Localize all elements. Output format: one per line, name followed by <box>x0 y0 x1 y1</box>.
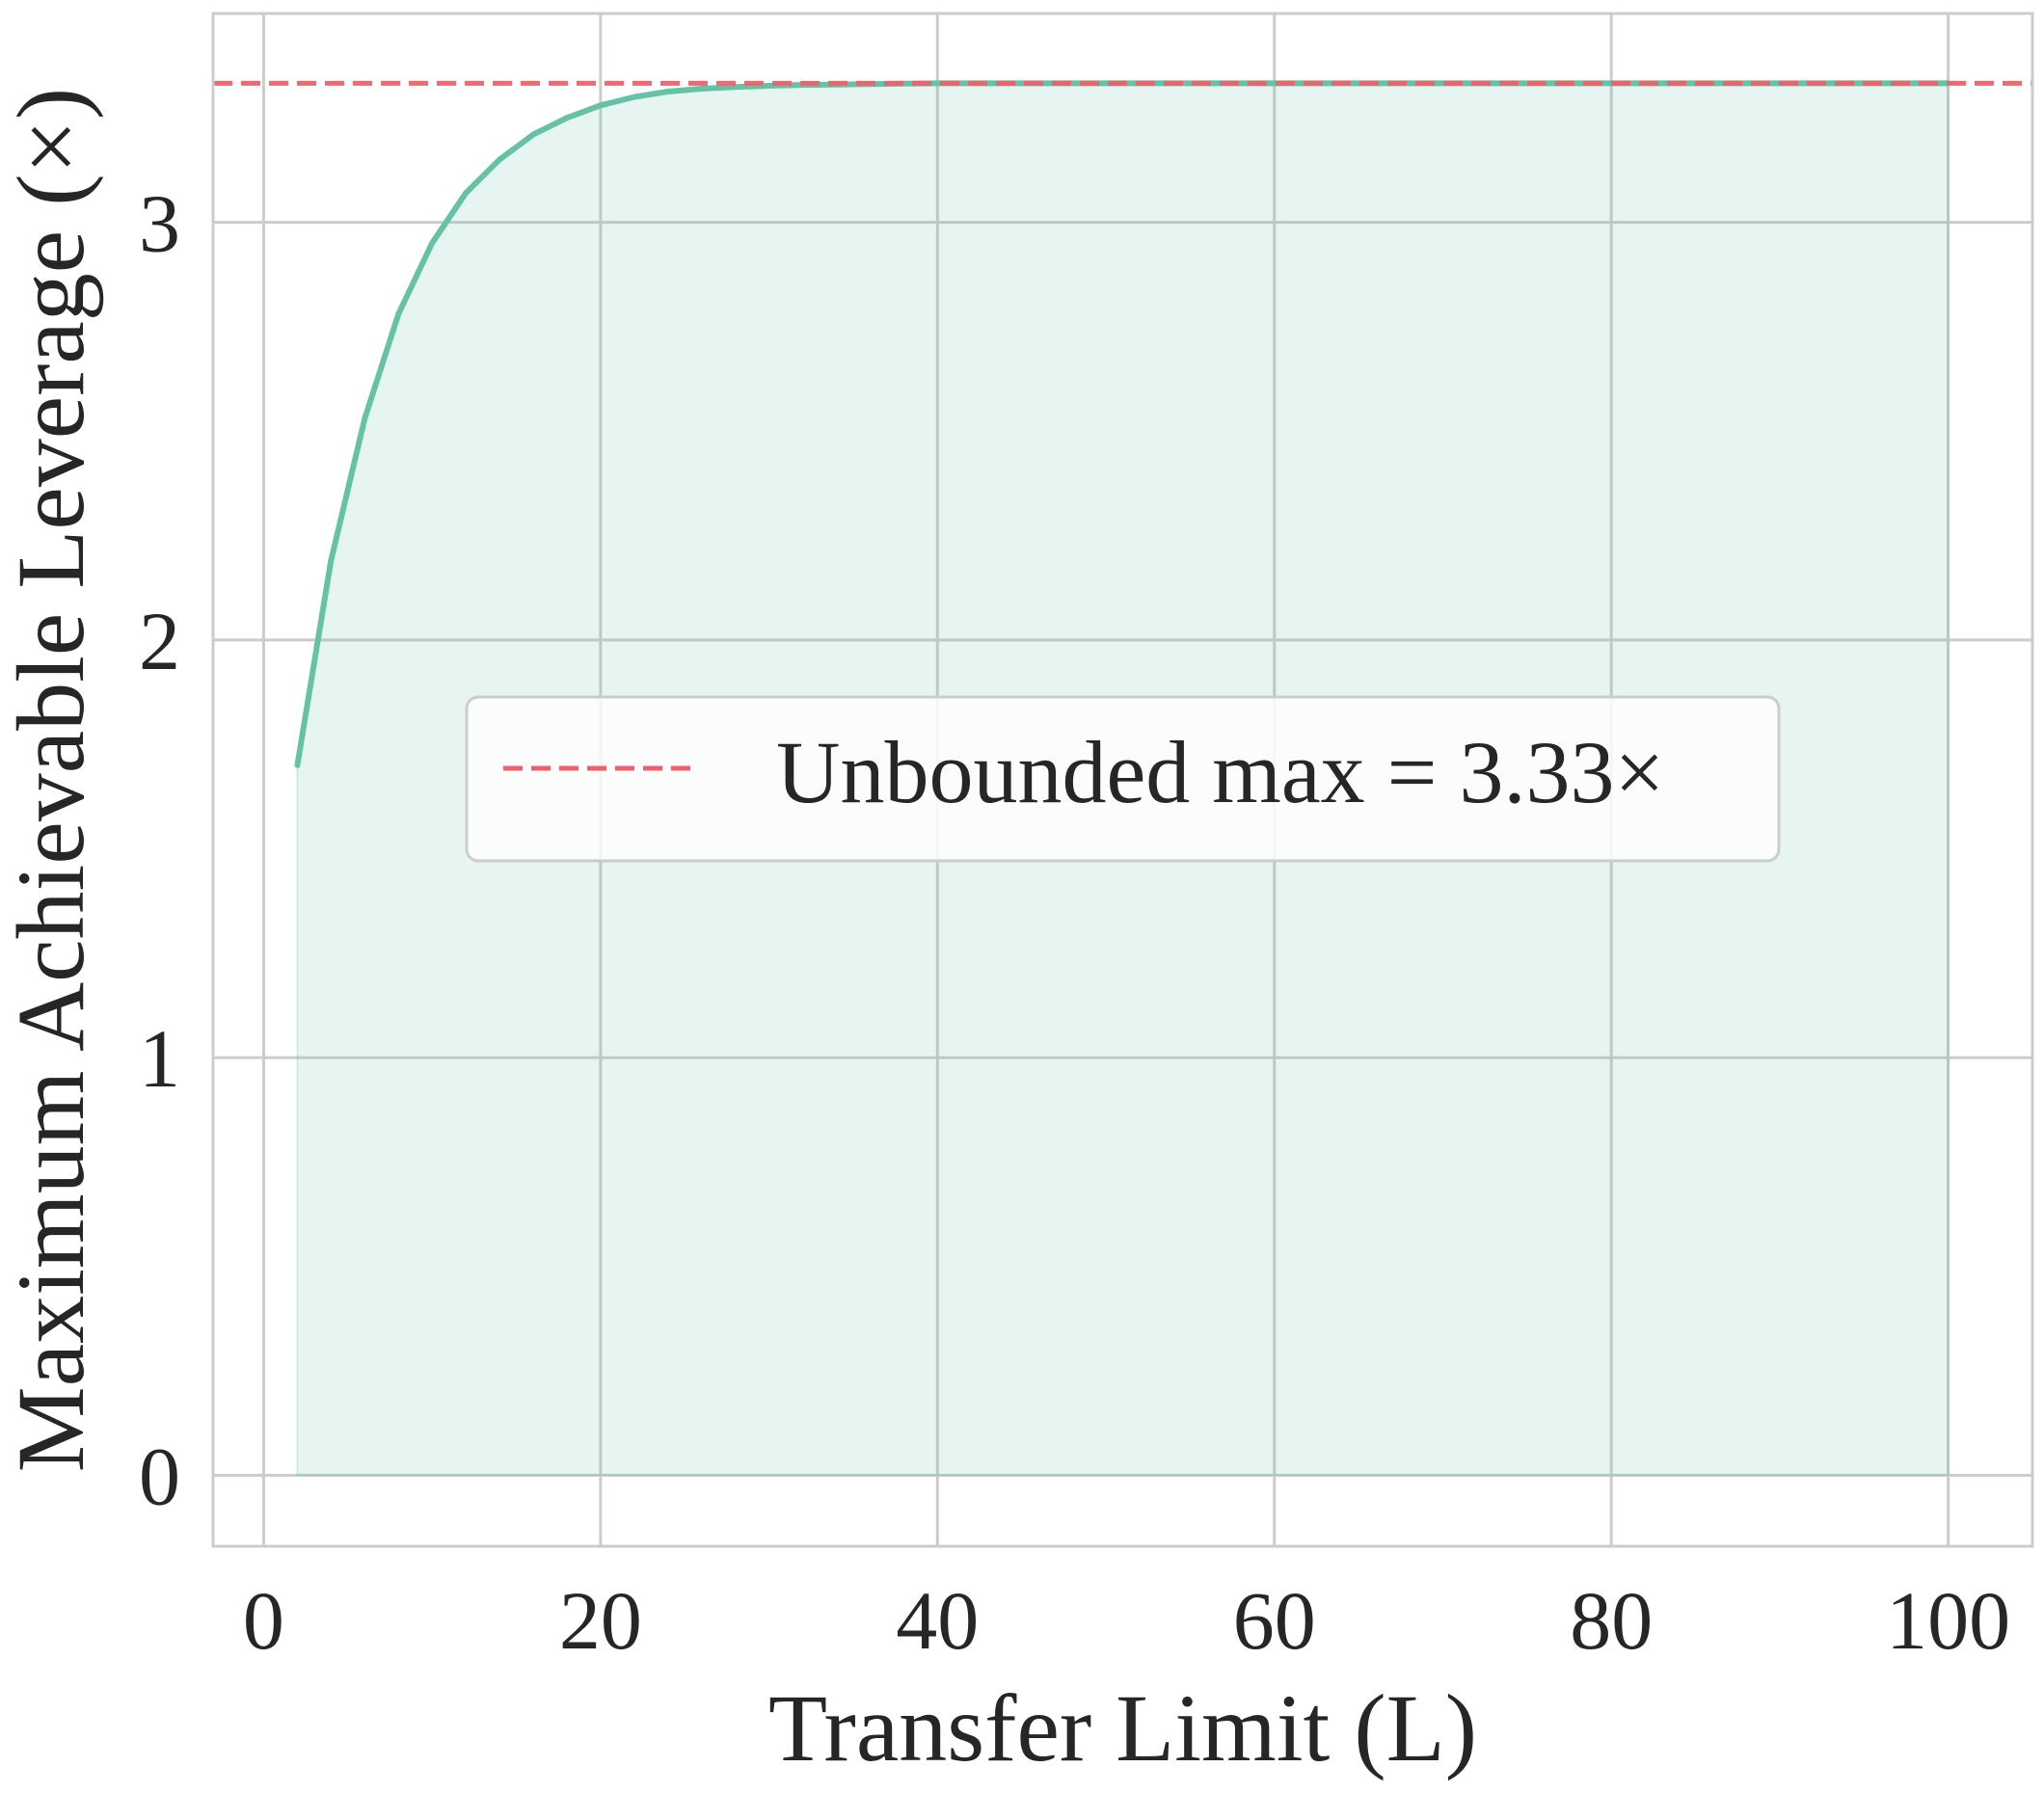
x-axis-label: Transfer Limit (L) <box>768 1674 1477 1781</box>
x-tick-label: 40 <box>896 1574 979 1667</box>
x-tick-label: 20 <box>559 1574 642 1667</box>
y-tick-label: 0 <box>139 1430 180 1522</box>
y-tick-label: 3 <box>139 177 180 270</box>
x-tick-label: 0 <box>243 1574 284 1667</box>
x-tick-label: 60 <box>1233 1574 1316 1667</box>
legend: Unbounded max = 3.33× <box>465 695 1781 863</box>
y-axis-label: Maximum Achievable Leverage (×) <box>0 88 104 1472</box>
x-tick-label: 80 <box>1570 1574 1653 1667</box>
axes-frame <box>211 12 2034 1548</box>
tick-labels: 0 20 40 60 80 100 0 1 2 3 <box>139 177 2010 1667</box>
y-tick-label: 2 <box>139 595 180 687</box>
y-tick-label: 1 <box>139 1012 180 1105</box>
x-tick-label: 100 <box>1886 1574 2010 1667</box>
legend-label: Unbounded max = 3.33× <box>776 723 1664 821</box>
series-line <box>294 80 1951 768</box>
legend-box <box>465 695 1781 863</box>
